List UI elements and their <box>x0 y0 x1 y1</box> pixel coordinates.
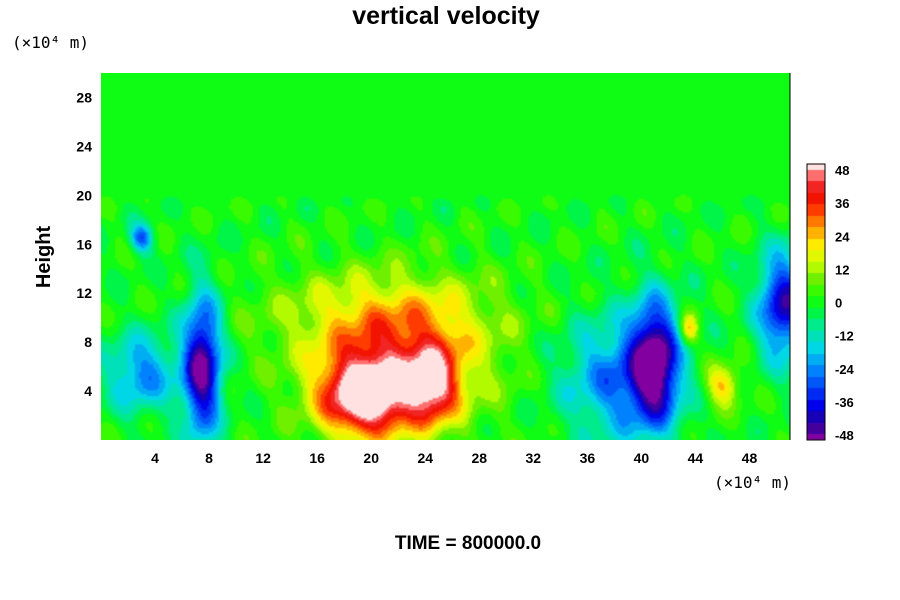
x-tick-label: 24 <box>417 450 433 466</box>
chart-title: vertical velocity <box>352 2 540 30</box>
y-unit-label: (×10⁴ m) <box>12 33 89 52</box>
x-tick-label: 12 <box>255 450 271 466</box>
y-axis-label: Height <box>33 226 55 289</box>
x-tick-label: 16 <box>309 450 325 466</box>
time-label: TIME = 800000.0 <box>395 533 541 554</box>
colorbar-gradient <box>807 164 825 440</box>
x-tick-labels: 4 8 12 16 20 24 28 32 36 40 44 48 <box>151 450 757 466</box>
y-tick-label: 20 <box>76 187 92 203</box>
colorbar-tick-labels: 48 36 24 12 0 -12 -24 -36 -48 <box>835 163 855 443</box>
y-tick-label: 12 <box>76 285 92 301</box>
y-tick-label: 28 <box>76 89 92 105</box>
x-tick-label: 48 <box>742 450 758 466</box>
colorbar-tick-label: -24 <box>835 362 855 377</box>
heatmap-image <box>101 73 790 440</box>
colorbar <box>806 163 826 441</box>
y-tick-labels: 4 8 12 16 20 24 28 <box>76 89 92 399</box>
x-tick-label: 4 <box>151 450 159 466</box>
colorbar-tick-label: 48 <box>835 163 849 178</box>
x-unit-label: (×10⁴ m) <box>714 473 791 492</box>
colorbar-tick-label: 12 <box>835 262 849 277</box>
y-tick-label: 8 <box>84 334 92 350</box>
colorbar-tick-label: -12 <box>835 329 854 344</box>
y-tick-label: 24 <box>76 138 92 154</box>
x-tick-label: 20 <box>363 450 379 466</box>
colorbar-tick-label: -48 <box>835 428 854 443</box>
plot-area <box>101 73 791 440</box>
x-tick-label: 8 <box>205 450 213 466</box>
colorbar-frame <box>806 163 826 441</box>
x-tick-label: 28 <box>471 450 487 466</box>
y-tick-label: 16 <box>76 236 92 252</box>
x-tick-label: 44 <box>688 450 704 466</box>
colorbar-tick-label: -36 <box>835 395 854 410</box>
x-tick-label: 32 <box>526 450 542 466</box>
colorbar-tick-label: 24 <box>835 229 850 244</box>
y-tick-label: 4 <box>84 383 92 399</box>
x-tick-label: 36 <box>580 450 596 466</box>
x-tick-label: 40 <box>634 450 650 466</box>
colorbar-tick-label: 36 <box>835 196 849 211</box>
colorbar-tick-label: 0 <box>835 296 842 311</box>
